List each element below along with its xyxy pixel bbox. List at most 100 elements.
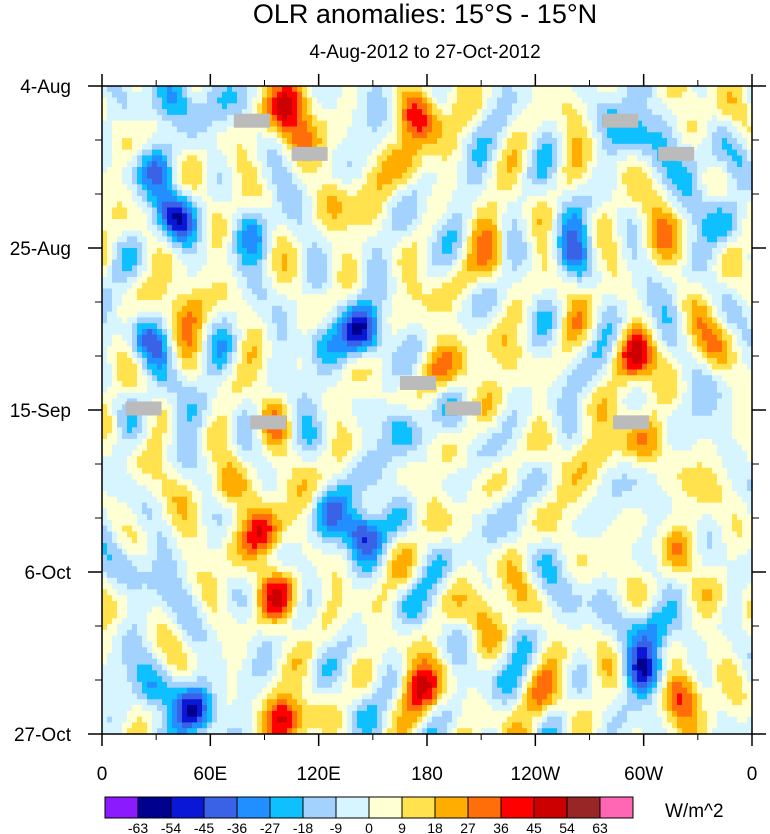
field-cell: [247, 172, 253, 180]
field-cell: [702, 103, 708, 110]
field-cell: [537, 224, 543, 232]
field-cell: [617, 300, 623, 307]
field-cell: [277, 120, 283, 128]
field-cell: [527, 86, 533, 93]
field-cell: [472, 230, 478, 238]
field-cell: [512, 276, 518, 284]
field-cell: [317, 271, 323, 278]
field-cell: [457, 97, 463, 104]
field-cell: [672, 103, 678, 110]
field-cell: [447, 242, 453, 249]
field-cell: [202, 167, 208, 174]
field-cell: [657, 195, 663, 203]
field-cell: [247, 271, 253, 278]
field-cell: [357, 248, 363, 255]
field-cell: [207, 97, 213, 104]
field-cell: [222, 190, 228, 197]
field-cell: [717, 259, 723, 266]
field-cell: [267, 138, 273, 145]
field-cell: [472, 178, 478, 185]
field-cell: [527, 97, 533, 104]
field-cell: [527, 138, 533, 145]
field-cell: [317, 213, 323, 220]
field-cell: [497, 294, 503, 301]
field-cell: [617, 236, 623, 243]
field-cell: [192, 190, 198, 197]
field-cell: [667, 132, 673, 139]
field-cell: [257, 190, 263, 197]
field-cell: [307, 276, 313, 284]
field-cell: [677, 288, 683, 295]
field-cell: [107, 271, 113, 278]
field-cell: [587, 120, 593, 128]
field-cell: [402, 114, 408, 122]
field-cell: [462, 224, 468, 232]
field-cell: [487, 294, 493, 301]
field-cell: [247, 195, 253, 203]
field-cell: [387, 149, 393, 157]
field-cell: [632, 109, 638, 116]
field-cell: [622, 219, 628, 226]
field-cell: [492, 248, 498, 255]
field-cell: [442, 242, 448, 249]
field-cell: [622, 236, 628, 243]
field-cell: [277, 190, 283, 197]
field-cell: [167, 276, 173, 284]
field-cell: [282, 282, 288, 290]
field-cell: [682, 120, 688, 128]
field-cell: [677, 86, 683, 93]
field-cell: [297, 195, 303, 203]
field-cell: [597, 236, 603, 243]
field-cell: [732, 91, 738, 99]
field-cell: [207, 132, 213, 139]
field-cell: [372, 195, 378, 203]
field-cell: [557, 126, 563, 133]
field-cell: [187, 103, 193, 110]
field-cell: [462, 236, 468, 243]
field-cell: [387, 242, 393, 249]
field-cell: [327, 109, 333, 116]
field-cell: [667, 184, 673, 191]
field-cell: [302, 120, 308, 128]
field-cell: [417, 172, 423, 180]
field-cell: [352, 86, 358, 93]
field-cell: [337, 195, 343, 203]
field-cell: [292, 300, 298, 307]
field-cell: [717, 149, 723, 157]
field-cell: [247, 143, 253, 151]
field-cell: [122, 178, 128, 185]
field-cell: [117, 184, 123, 191]
field-cell: [227, 276, 233, 284]
field-cell: [657, 167, 663, 174]
field-cell: [167, 132, 173, 139]
field-cell: [142, 143, 148, 151]
field-cell: [592, 195, 598, 203]
field-cell: [702, 300, 708, 307]
field-cell: [652, 276, 658, 284]
field-cell: [522, 195, 528, 203]
field-cell: [667, 242, 673, 249]
field-cell: [157, 91, 163, 99]
field-cell: [702, 184, 708, 191]
field-cell: [357, 305, 363, 313]
field-cell: [667, 265, 673, 272]
field-cell: [307, 190, 313, 197]
field-cell: [417, 178, 423, 185]
field-cell: [362, 138, 368, 145]
field-cell: [397, 120, 403, 128]
field-cell: [477, 271, 483, 278]
field-cell: [517, 120, 523, 128]
field-cell: [732, 132, 738, 139]
field-cell: [362, 305, 368, 313]
field-cell: [122, 282, 128, 290]
field-cell: [667, 219, 673, 226]
field-cell: [722, 114, 728, 122]
field-cell: [187, 253, 193, 261]
field-cell: [427, 138, 433, 145]
field-cell: [712, 213, 718, 220]
field-cell: [322, 86, 328, 93]
field-cell: [347, 190, 353, 197]
field-cell: [422, 265, 428, 272]
field-cell: [267, 155, 273, 162]
field-cell: [397, 114, 403, 122]
